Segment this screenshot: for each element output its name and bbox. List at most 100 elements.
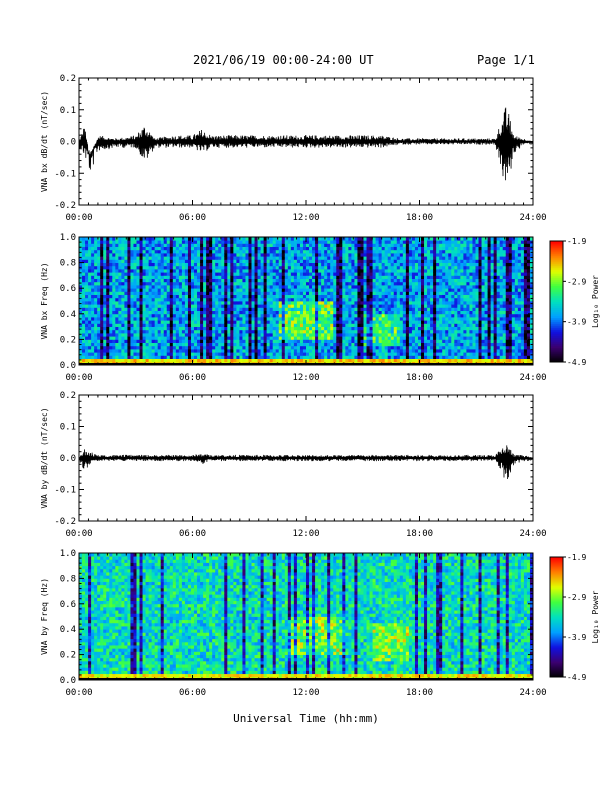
spectrogram-cell [197, 278, 201, 283]
spectrogram-cell [414, 297, 419, 302]
spectrogram-cell [366, 336, 370, 340]
spectrogram-cell [342, 355, 346, 359]
spectrogram-cell [299, 304, 304, 308]
spectrogram-cell [127, 358, 131, 363]
spectrogram-cell [197, 355, 201, 359]
spectrogram-cell [178, 336, 183, 340]
spectrogram-cell [442, 339, 446, 343]
spectrogram-cell [106, 269, 110, 273]
spectrogram-cell [209, 320, 213, 324]
spectrogram-cell [239, 281, 243, 286]
spectrogram-cell [442, 246, 446, 251]
spectrogram-cell [381, 358, 386, 363]
spectrogram-cell [439, 317, 443, 321]
spectrogram-cell [127, 313, 131, 318]
spectrogram-cell [327, 249, 331, 254]
spectrogram-cell [127, 345, 131, 350]
spectrogram-cell [324, 310, 328, 315]
spectrogram-cell [384, 259, 389, 263]
spectrogram-cell [94, 249, 98, 254]
spectrogram-cell [236, 278, 240, 283]
spectrogram-cell [148, 349, 153, 353]
spectrogram-cell [88, 333, 92, 337]
spectrogram-cell [354, 237, 358, 241]
spectrogram-cell [200, 278, 204, 283]
spectrogram-cell [175, 291, 180, 295]
spectrogram-cell [236, 246, 240, 251]
spectrogram-cell [239, 317, 243, 321]
spectrogram-cell [187, 297, 192, 302]
spectrogram-cell [436, 259, 440, 263]
spectrogram-cell [85, 240, 89, 244]
spectrogram-cell [378, 256, 383, 260]
spectrogram-cell [336, 342, 340, 347]
spectrogram-cell [112, 237, 116, 241]
spectrogram-cell [157, 320, 162, 324]
spectrogram-cell [160, 291, 165, 295]
spectrogram-cell [299, 323, 304, 327]
spectrogram-cell [172, 323, 177, 327]
spectrogram-cell [436, 326, 440, 331]
spectrogram-cell [321, 259, 325, 263]
spectrogram-cell [124, 301, 128, 305]
spectrogram-cell [245, 352, 249, 356]
spectrogram-cell [209, 237, 213, 241]
spectrogram-cell [421, 313, 425, 318]
spectrogram-cell [390, 262, 395, 267]
spectrogram-cell [151, 313, 156, 318]
spectrogram-cell [302, 297, 307, 302]
spectrogram-cell [230, 281, 234, 286]
spectrogram-cell [190, 329, 195, 334]
spectrogram-cell [427, 320, 431, 324]
spectrogram-cell [112, 352, 116, 356]
spectrogram-cell [239, 336, 243, 340]
spectrogram-cell [363, 349, 367, 353]
spectrogram-cell [357, 310, 361, 315]
spectrogram-cell [242, 249, 246, 254]
spectrogram-cell [442, 329, 446, 334]
spectrogram-cell [312, 294, 316, 299]
spectrogram-cell [417, 310, 422, 315]
spectrogram-cell [233, 326, 237, 331]
spectrogram-cell [133, 352, 137, 356]
spectrogram-cell [190, 243, 195, 247]
spectrogram-cell [112, 326, 116, 331]
spectrogram-cell [436, 269, 440, 273]
spectrogram-cell [82, 320, 86, 324]
spectrogram-cell [230, 317, 234, 321]
spectrogram-cell [411, 259, 416, 263]
spectrogram-cell [118, 323, 122, 327]
spectrogram-cell [100, 339, 104, 343]
spectrogram-cell [212, 262, 216, 267]
spectrogram-cell [414, 281, 419, 286]
spectrogram-cell [402, 288, 407, 292]
spectrogram-cell [375, 336, 380, 340]
spectrogram-cell [127, 281, 131, 286]
spectrogram-cell [175, 326, 180, 331]
spectrogram-cell [181, 320, 186, 324]
spectrogram-cell [309, 240, 313, 244]
spectrogram-cell [417, 285, 422, 289]
spectrogram-cell [351, 339, 355, 343]
spectrogram-cell [187, 288, 192, 292]
spectrogram-cell [94, 326, 98, 331]
spectrogram-cell [266, 304, 271, 308]
spectrogram-cell [160, 336, 165, 340]
spectrogram-cell [351, 313, 355, 318]
spectrogram-cell [424, 317, 428, 321]
spectrogram-cell [254, 310, 258, 315]
spectrogram-cell [82, 259, 86, 263]
spectrogram-cell [100, 278, 104, 283]
spectrogram-cell [91, 288, 95, 292]
spectrogram-cell [145, 281, 150, 286]
spectrogram-cell [151, 342, 156, 347]
spectrogram-cell [330, 256, 334, 260]
spectrogram-cell [263, 259, 268, 263]
spectrogram-cell [160, 320, 165, 324]
spectrogram-cell [384, 262, 389, 267]
spectrogram-cell [372, 259, 377, 263]
spectrogram-cell [293, 294, 298, 299]
spectrogram-cell [260, 269, 265, 273]
spectrogram-cell [187, 265, 192, 270]
spectrogram-cell [212, 317, 216, 321]
